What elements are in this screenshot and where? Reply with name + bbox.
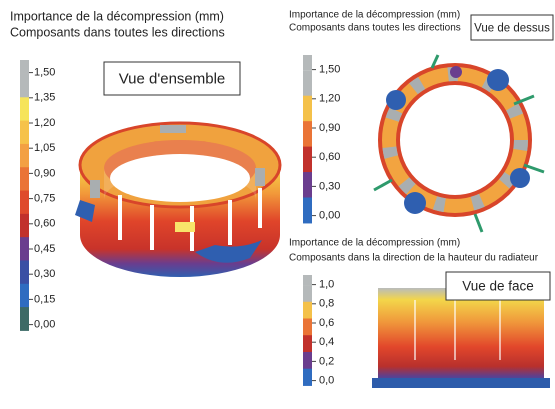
- legend-cap: [303, 55, 312, 71]
- legend-label: 0,6: [319, 317, 334, 329]
- legend-label: 1,35: [34, 92, 55, 104]
- legend-label: 1,05: [34, 142, 55, 154]
- legend-swatch: [303, 318, 312, 336]
- legend-cap: [303, 275, 312, 286]
- legend-label: 0,0: [319, 375, 334, 387]
- view-label: Vue de dessus: [474, 23, 550, 35]
- overview-render: [75, 121, 282, 277]
- legend-label: 0,00: [319, 210, 340, 222]
- legend-label: 0,60: [319, 151, 340, 163]
- legend-cap: [20, 60, 29, 74]
- legend-swatch: [303, 121, 312, 148]
- legend-swatch: [303, 351, 312, 370]
- legend-swatch: [303, 146, 312, 173]
- legend-label: 0,15: [34, 293, 55, 305]
- legend-swatch: [20, 143, 29, 168]
- legend-swatch: [20, 237, 29, 261]
- legend-label: 0,45: [34, 243, 55, 255]
- legend-swatch: [20, 190, 29, 215]
- panel-title: Importance de la décompression (mm): [10, 9, 224, 23]
- legend-swatch: [20, 283, 29, 308]
- legend-label: 0,30: [319, 180, 340, 192]
- view-label-box: [470, 14, 554, 41]
- legend-swatch: [303, 285, 312, 303]
- front-view-render: [372, 288, 550, 388]
- legend-label: 1,20: [319, 93, 340, 105]
- legend-label: 0,4: [319, 336, 334, 348]
- legend-swatch: [303, 335, 312, 353]
- legend-label: 1,0: [319, 279, 334, 291]
- legend-swatch: [20, 167, 29, 192]
- legend-swatch: [303, 70, 312, 97]
- view-label: Vue d'ensemble: [119, 70, 226, 87]
- legend-label: 1,50: [34, 67, 55, 79]
- legend-swatch: [303, 368, 312, 386]
- legend-swatch: [20, 307, 29, 331]
- legend-swatch: [303, 172, 312, 198]
- legend-swatch: [20, 213, 29, 238]
- top-view-render: [373, 54, 545, 233]
- legend-label: 0,00: [34, 319, 55, 331]
- legend-swatch: [303, 301, 312, 320]
- legend-label: 0,90: [34, 167, 55, 179]
- panel-title: Importance de la décompression (mm): [289, 238, 460, 249]
- legend-label: 0,8: [319, 298, 334, 310]
- legend-label: 0,30: [34, 268, 55, 280]
- legend-label: 1,50: [319, 64, 340, 76]
- view-label: Vue de face: [462, 279, 534, 294]
- view-label-box: [103, 61, 241, 96]
- legend-swatch: [303, 197, 312, 224]
- legend-label: 0,60: [34, 218, 55, 230]
- panel-title: Composants dans toutes les directions: [289, 23, 461, 34]
- legend-swatch: [20, 97, 29, 122]
- legend-swatch: [20, 260, 29, 285]
- legend-label: 0,2: [319, 355, 334, 367]
- legend-label: 1,20: [34, 117, 55, 129]
- panel-title: Composants dans la direction de la haute…: [289, 253, 539, 264]
- legend-label: 0,90: [319, 122, 340, 134]
- panel-title: Importance de la décompression (mm): [289, 10, 460, 21]
- legend-swatch: [303, 95, 312, 122]
- legend-label: 0,75: [34, 193, 55, 205]
- view-label-box: [445, 271, 551, 301]
- legend-swatch: [20, 73, 29, 98]
- legend-swatch: [20, 120, 29, 145]
- panel-title: Composants dans toutes les directions: [10, 25, 225, 39]
